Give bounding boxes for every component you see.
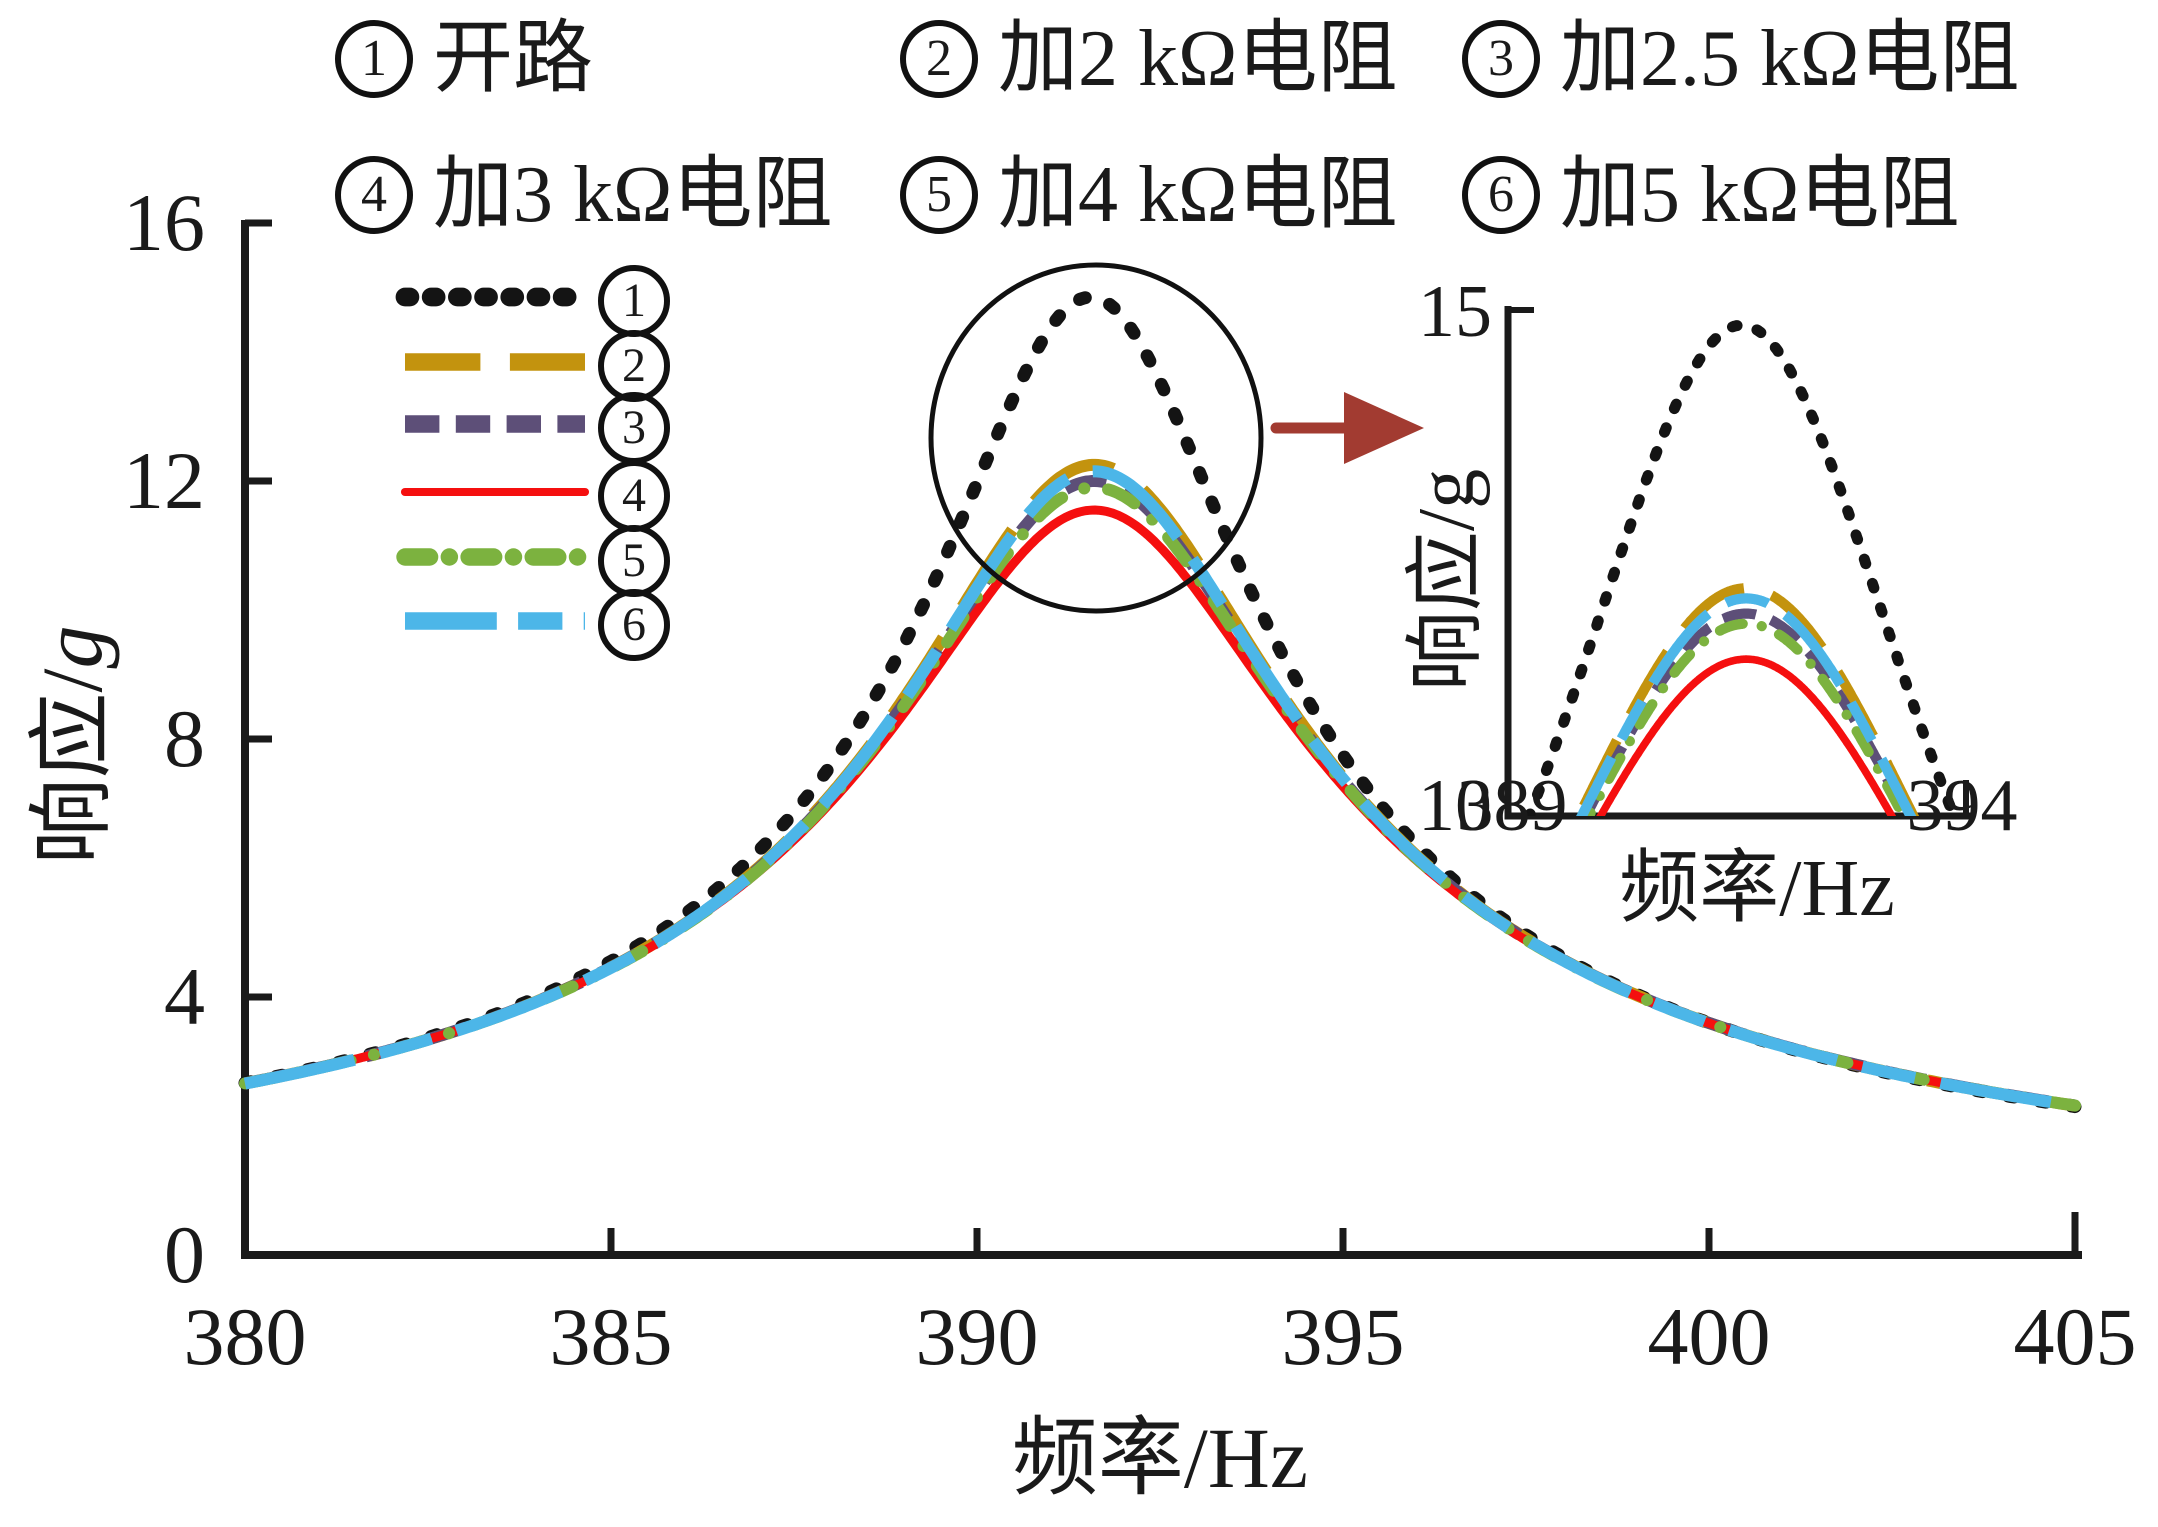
circled-number-1: 1 [335,20,413,98]
caption-item-5: 5 加4 kΩ电阻 [900,152,1397,238]
inset-axis-ticks [1508,307,1969,816]
inset-xtick-394: 394 [1906,765,2018,847]
circled-number-6: 6 [1462,156,1540,234]
xtick-405: 405 [2013,1291,2137,1382]
main-curves-group [238,290,2082,1114]
circled-number-4: 4 [335,156,413,234]
inset-x-axis-title: 频率/Hz [1619,845,1895,933]
xtick-400: 400 [1647,1291,1771,1382]
caption-label-5: 加4 kΩ电阻 [998,151,1398,239]
xtick-395: 395 [1281,1291,1405,1382]
curve-s6-main [243,465,2076,1112]
xtick-385: 385 [549,1291,673,1382]
ytick-12: 12 [123,435,205,526]
caption-item-6: 6 加5 kΩ电阻 [1462,152,1959,238]
caption-label-3: 加2.5 kΩ电阻 [1560,15,2020,103]
peak-circle-annotation [928,262,1264,614]
caption-item-4: 4 加3 kΩ电阻 [335,152,832,238]
arrow-right-icon [1270,392,1424,464]
inset-axes [1504,306,1972,820]
legend-num-2: 2 [598,330,670,402]
xtick-380: 380 [183,1291,307,1382]
ytick-4: 4 [164,951,205,1042]
xtick-390: 390 [915,1291,1039,1382]
curve-s4-inset [1596,655,1897,816]
curve-s6-inset [1576,593,1917,816]
legend-num-1: 1 [598,265,670,337]
caption-label-2: 加2 kΩ电阻 [998,15,1398,103]
inset-curves-group [1523,319,1960,816]
caption-item-3: 3 加2.5 kΩ电阻 [1462,16,2019,102]
legend-num-5: 5 [598,525,670,597]
y-axis-title: 响应/g [24,625,120,865]
inset-xtick-389: 389 [1456,765,1568,847]
main-axes [241,220,2082,1259]
legend-lines-group [395,287,595,630]
legend-num-6: 6 [598,589,670,661]
inset-ytick-10: 10 [1418,765,1492,847]
inset-y-axis-title: 响应/g [1403,468,1491,692]
curve-s5-inset [1583,618,1910,816]
circled-number-2: 2 [900,20,978,98]
caption-item-1: 1 开路 [335,16,593,102]
inset-ytick-15: 15 [1418,271,1492,353]
caption-label-1: 开路 [433,15,593,103]
x-axis-title: 频率/Hz [1011,1410,1309,1506]
circled-number-5: 5 [900,156,978,234]
ytick-8: 8 [164,693,205,784]
legend-num-3: 3 [598,392,670,464]
curve-s1-inset [1523,319,1960,816]
ytick-0: 0 [164,1209,205,1300]
caption-label-6: 加5 kΩ电阻 [1560,151,1960,239]
legend-num-4: 4 [598,460,670,532]
ytick-16: 16 [123,177,205,268]
circled-number-3: 3 [1462,20,1540,98]
caption-item-2: 2 加2 kΩ电阻 [900,16,1397,102]
main-axis-ticks [245,219,2079,1255]
caption-label-4: 加3 kΩ电阻 [433,151,833,239]
